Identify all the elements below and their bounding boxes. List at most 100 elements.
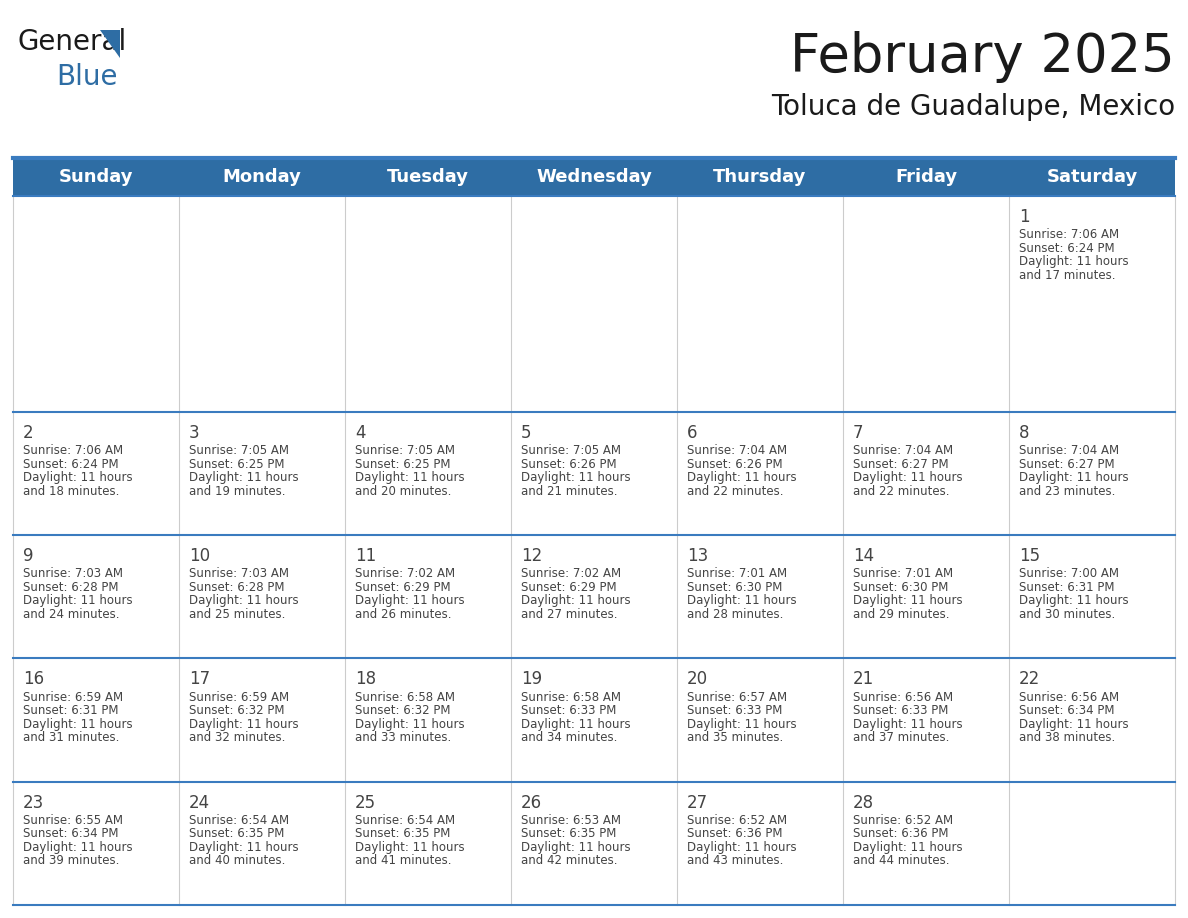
Text: Sunrise: 7:04 AM: Sunrise: 7:04 AM xyxy=(687,444,788,457)
Text: Sunrise: 7:01 AM: Sunrise: 7:01 AM xyxy=(687,567,788,580)
Bar xyxy=(345,782,511,905)
Text: Sunset: 6:35 PM: Sunset: 6:35 PM xyxy=(522,827,617,841)
Text: Sunrise: 6:56 AM: Sunrise: 6:56 AM xyxy=(853,690,953,703)
Text: Tuesday: Tuesday xyxy=(387,168,469,186)
Text: 13: 13 xyxy=(687,547,708,565)
Text: Sunset: 6:32 PM: Sunset: 6:32 PM xyxy=(189,704,284,717)
Text: Sunset: 6:26 PM: Sunset: 6:26 PM xyxy=(687,457,783,471)
Text: Daylight: 11 hours: Daylight: 11 hours xyxy=(355,841,465,854)
Polygon shape xyxy=(100,30,120,58)
Bar xyxy=(511,535,677,658)
Text: and 43 minutes.: and 43 minutes. xyxy=(687,855,783,868)
Text: Sunset: 6:30 PM: Sunset: 6:30 PM xyxy=(687,581,783,594)
Bar xyxy=(179,196,345,412)
Text: Daylight: 11 hours: Daylight: 11 hours xyxy=(23,594,133,608)
Bar xyxy=(677,412,843,535)
Text: and 22 minutes.: and 22 minutes. xyxy=(853,485,949,498)
Text: Sunrise: 7:05 AM: Sunrise: 7:05 AM xyxy=(522,444,621,457)
Text: Daylight: 11 hours: Daylight: 11 hours xyxy=(189,841,298,854)
Bar xyxy=(677,535,843,658)
Text: 18: 18 xyxy=(355,670,377,688)
Text: Daylight: 11 hours: Daylight: 11 hours xyxy=(687,718,797,731)
Bar xyxy=(511,412,677,535)
Text: 27: 27 xyxy=(687,794,708,812)
Text: Sunset: 6:28 PM: Sunset: 6:28 PM xyxy=(189,581,284,594)
Bar xyxy=(13,158,1175,196)
Bar xyxy=(843,196,1009,412)
Text: and 41 minutes.: and 41 minutes. xyxy=(355,855,451,868)
Text: Sunset: 6:25 PM: Sunset: 6:25 PM xyxy=(355,457,450,471)
Bar xyxy=(677,196,843,412)
Text: Sunset: 6:27 PM: Sunset: 6:27 PM xyxy=(1019,457,1114,471)
Text: Daylight: 11 hours: Daylight: 11 hours xyxy=(853,594,962,608)
Bar xyxy=(13,412,179,535)
Text: Daylight: 11 hours: Daylight: 11 hours xyxy=(355,718,465,731)
Text: and 33 minutes.: and 33 minutes. xyxy=(355,731,451,744)
Text: Sunrise: 7:03 AM: Sunrise: 7:03 AM xyxy=(189,567,289,580)
Text: and 34 minutes.: and 34 minutes. xyxy=(522,731,618,744)
Text: 20: 20 xyxy=(687,670,708,688)
Bar xyxy=(511,782,677,905)
Text: 23: 23 xyxy=(23,794,44,812)
Text: Sunrise: 7:05 AM: Sunrise: 7:05 AM xyxy=(189,444,289,457)
Text: Sunrise: 7:05 AM: Sunrise: 7:05 AM xyxy=(355,444,455,457)
Bar xyxy=(345,535,511,658)
Text: and 35 minutes.: and 35 minutes. xyxy=(687,731,783,744)
Text: and 39 minutes.: and 39 minutes. xyxy=(23,855,119,868)
Text: Daylight: 11 hours: Daylight: 11 hours xyxy=(853,718,962,731)
Text: Sunset: 6:30 PM: Sunset: 6:30 PM xyxy=(853,581,948,594)
Text: Sunrise: 6:58 AM: Sunrise: 6:58 AM xyxy=(522,690,621,703)
Bar xyxy=(1009,535,1175,658)
Text: and 23 minutes.: and 23 minutes. xyxy=(1019,485,1116,498)
Text: Sunrise: 6:56 AM: Sunrise: 6:56 AM xyxy=(1019,690,1119,703)
Text: 5: 5 xyxy=(522,424,531,442)
Text: and 32 minutes.: and 32 minutes. xyxy=(189,731,285,744)
Bar xyxy=(1009,196,1175,412)
Text: Sunset: 6:33 PM: Sunset: 6:33 PM xyxy=(853,704,948,717)
Text: Sunrise: 7:04 AM: Sunrise: 7:04 AM xyxy=(1019,444,1119,457)
Bar xyxy=(345,658,511,782)
Text: Daylight: 11 hours: Daylight: 11 hours xyxy=(189,718,298,731)
Text: Sunrise: 7:00 AM: Sunrise: 7:00 AM xyxy=(1019,567,1119,580)
Text: Sunrise: 6:59 AM: Sunrise: 6:59 AM xyxy=(189,690,289,703)
Text: and 44 minutes.: and 44 minutes. xyxy=(853,855,949,868)
Text: 21: 21 xyxy=(853,670,874,688)
Text: Sunset: 6:28 PM: Sunset: 6:28 PM xyxy=(23,581,119,594)
Text: Sunrise: 6:54 AM: Sunrise: 6:54 AM xyxy=(355,814,455,827)
Text: Sunrise: 6:53 AM: Sunrise: 6:53 AM xyxy=(522,814,621,827)
Text: and 21 minutes.: and 21 minutes. xyxy=(522,485,618,498)
Text: and 19 minutes.: and 19 minutes. xyxy=(189,485,285,498)
Text: Sunset: 6:33 PM: Sunset: 6:33 PM xyxy=(687,704,783,717)
Text: Daylight: 11 hours: Daylight: 11 hours xyxy=(522,594,631,608)
Text: and 27 minutes.: and 27 minutes. xyxy=(522,608,618,621)
Text: Sunset: 6:35 PM: Sunset: 6:35 PM xyxy=(189,827,284,841)
Text: Daylight: 11 hours: Daylight: 11 hours xyxy=(189,471,298,484)
Text: 24: 24 xyxy=(189,794,210,812)
Bar xyxy=(13,535,179,658)
Bar xyxy=(179,658,345,782)
Text: Daylight: 11 hours: Daylight: 11 hours xyxy=(1019,718,1129,731)
Text: Friday: Friday xyxy=(895,168,958,186)
Text: Daylight: 11 hours: Daylight: 11 hours xyxy=(1019,255,1129,268)
Bar xyxy=(179,782,345,905)
Text: Sunset: 6:31 PM: Sunset: 6:31 PM xyxy=(1019,581,1114,594)
Text: Daylight: 11 hours: Daylight: 11 hours xyxy=(687,471,797,484)
Text: Sunrise: 6:59 AM: Sunrise: 6:59 AM xyxy=(23,690,124,703)
Text: 10: 10 xyxy=(189,547,210,565)
Text: Daylight: 11 hours: Daylight: 11 hours xyxy=(853,471,962,484)
Text: Daylight: 11 hours: Daylight: 11 hours xyxy=(1019,471,1129,484)
Text: and 26 minutes.: and 26 minutes. xyxy=(355,608,451,621)
Text: Toluca de Guadalupe, Mexico: Toluca de Guadalupe, Mexico xyxy=(771,93,1175,121)
Text: 14: 14 xyxy=(853,547,874,565)
Text: General: General xyxy=(18,28,127,56)
Text: Monday: Monday xyxy=(222,168,302,186)
Text: Sunset: 6:34 PM: Sunset: 6:34 PM xyxy=(1019,704,1114,717)
Text: Daylight: 11 hours: Daylight: 11 hours xyxy=(522,841,631,854)
Text: Daylight: 11 hours: Daylight: 11 hours xyxy=(23,471,133,484)
Text: 28: 28 xyxy=(853,794,874,812)
Text: 6: 6 xyxy=(687,424,697,442)
Text: Daylight: 11 hours: Daylight: 11 hours xyxy=(23,841,133,854)
Text: Saturday: Saturday xyxy=(1047,168,1138,186)
Bar xyxy=(1009,782,1175,905)
Text: 19: 19 xyxy=(522,670,542,688)
